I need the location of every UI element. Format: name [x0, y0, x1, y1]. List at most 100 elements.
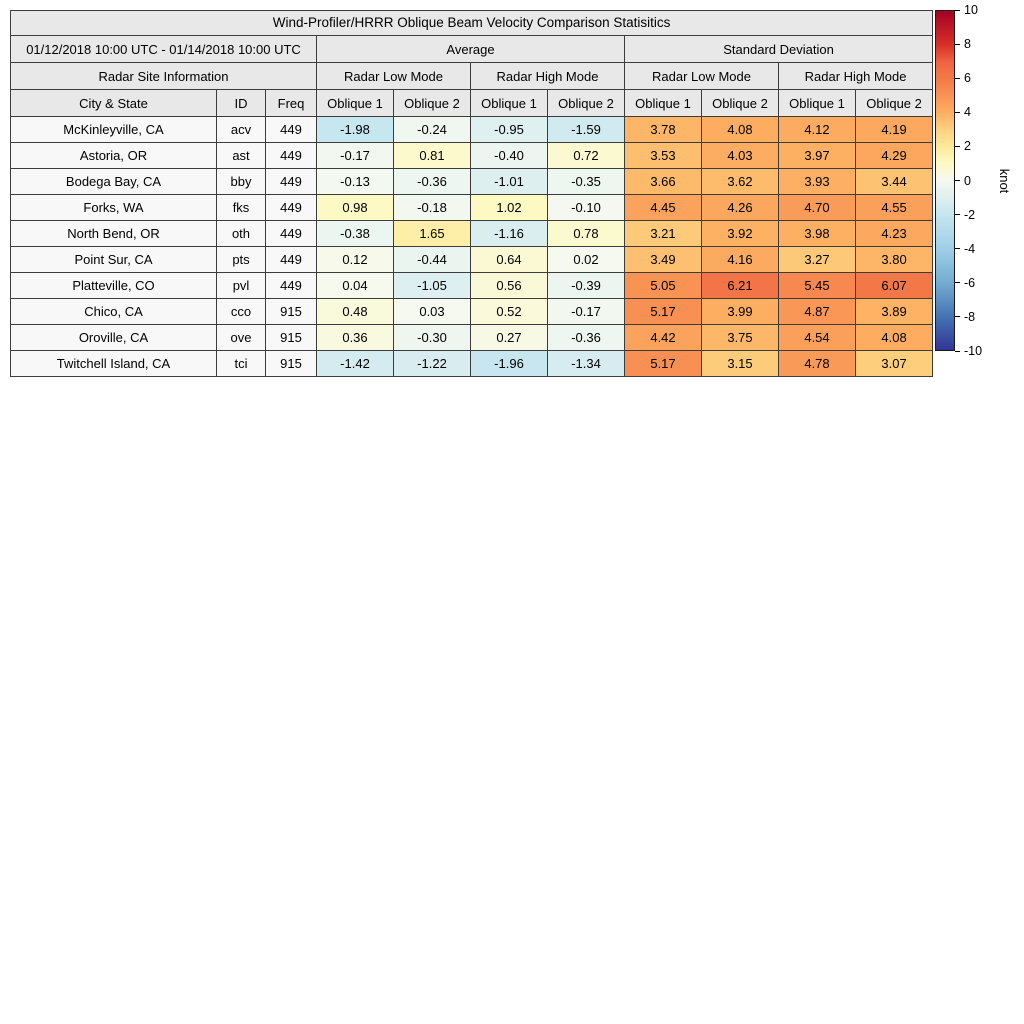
id-cell: tci — [216, 350, 266, 377]
value-cell: 3.15 — [701, 350, 779, 377]
freq-cell: 915 — [265, 298, 317, 325]
table-row: Astoria, OR ast 449 -0.17 0.81 -0.40 0.72 3.53 4… — [10, 142, 934, 169]
value-cell: -0.36 — [393, 168, 471, 195]
value-cell: -0.40 — [470, 142, 548, 169]
colorbar-tick-label: 10 — [964, 2, 978, 17]
value-cell: 3.62 — [701, 168, 779, 195]
colorbar-tick-label: 4 — [964, 105, 971, 120]
value-cell: 3.49 — [624, 246, 702, 273]
colorbar-tick — [955, 180, 960, 181]
colorbar-tick-label: -4 — [964, 241, 976, 256]
stats-table: Wind-Profiler/HRRR Oblique Beam Velocity… — [9, 10, 934, 377]
value-cell: -0.35 — [547, 168, 625, 195]
city-cell: North Bend, OR — [10, 220, 217, 247]
table-row: Bodega Bay, CA bby 449 -0.13 -0.36 -1.01 -0.35… — [10, 168, 934, 195]
colorbar-tick-label: -8 — [964, 309, 976, 324]
value-cell: -1.34 — [547, 350, 625, 377]
table-row: Twitchell Island, CA tci 915 -1.42 -1.22 -1.9… — [10, 350, 934, 377]
value-cell: 3.78 — [624, 116, 702, 143]
colorbar-tick — [955, 111, 960, 113]
value-cell: 0.98 — [316, 194, 394, 221]
value-cell: 1.02 — [470, 194, 548, 221]
value-cell: -1.01 — [470, 168, 548, 195]
value-cell: 0.27 — [470, 324, 548, 351]
value-cell: -0.18 — [393, 194, 471, 221]
colorbar-tick-label: -6 — [964, 275, 976, 290]
colorbar-tick — [955, 316, 960, 318]
colorbar-tick — [955, 248, 960, 250]
value-cell: 0.56 — [470, 272, 548, 299]
mode-header-std-high: Radar High Mode — [777, 62, 934, 90]
table-row: Point Sur, CA pts 449 0.12 -0.44 0.64 0.02 3.49… — [10, 246, 934, 273]
table-row: Chico, CA cco 915 0.48 0.03 0.52 -0.17 5.17 3.99… — [10, 298, 934, 325]
group-header-average: Average — [316, 35, 625, 63]
colorbar-tick — [955, 77, 960, 79]
colorbar-area: 10 8 6 4 2 0 -2 -4 -6 -8 -10 knot — [935, 4, 1024, 357]
value-cell: 4.26 — [701, 194, 779, 221]
colorbar-tick — [955, 145, 960, 147]
colorbar-tick-label: -10 — [964, 343, 983, 358]
mode-header-row: Radar Site Information Radar Low Mode Ra… — [10, 62, 934, 90]
value-cell: 3.75 — [701, 324, 779, 351]
id-cell: pvl — [216, 272, 266, 299]
value-cell: 3.66 — [624, 168, 702, 195]
value-cell: -1.16 — [470, 220, 548, 247]
value-cell: 0.81 — [393, 142, 471, 169]
value-cell: -1.42 — [316, 350, 394, 377]
value-cell: 4.23 — [854, 220, 934, 247]
colorbar-tick — [955, 9, 960, 11]
freq-cell: 449 — [265, 246, 317, 273]
city-cell: Forks, WA — [10, 194, 217, 221]
column-header: Oblique 2 — [701, 89, 779, 117]
city-cell: Astoria, OR — [10, 142, 217, 169]
mode-header-avg-low: Radar Low Mode — [316, 62, 471, 90]
value-cell: 0.64 — [470, 246, 548, 273]
table-row: McKinleyville, CA acv 449 -1.98 -0.24 -0.95 -1… — [10, 116, 934, 143]
city-cell: Oroville, CA — [10, 324, 217, 351]
column-header: Oblique 2 — [393, 89, 471, 117]
value-cell: 3.97 — [778, 142, 856, 169]
value-cell: 3.07 — [854, 350, 934, 377]
value-cell: 0.52 — [470, 298, 548, 325]
value-cell: -1.59 — [547, 116, 625, 143]
column-header: Oblique 1 — [778, 89, 856, 117]
freq-cell: 449 — [265, 194, 317, 221]
mode-header-std-low: Radar Low Mode — [624, 62, 779, 90]
city-cell: Bodega Bay, CA — [10, 168, 217, 195]
value-cell: 0.78 — [547, 220, 625, 247]
city-cell: Platteville, CO — [10, 272, 217, 299]
value-cell: 5.17 — [624, 298, 702, 325]
city-cell: Point Sur, CA — [10, 246, 217, 273]
value-cell: 5.45 — [778, 272, 856, 299]
colorbar-tick — [955, 214, 960, 216]
value-cell: -0.17 — [316, 142, 394, 169]
value-cell: -0.36 — [547, 324, 625, 351]
table-row: Platteville, CO pvl 449 0.04 -1.05 0.56 -0.39 5… — [10, 272, 934, 299]
colorbar-tick-label: 2 — [964, 139, 971, 154]
table-title: Wind-Profiler/HRRR Oblique Beam Velocity… — [9, 10, 934, 36]
column-header: Oblique 2 — [547, 89, 625, 117]
id-cell: cco — [216, 298, 266, 325]
value-cell: -1.05 — [393, 272, 471, 299]
colorbar-tick-label: 0 — [964, 173, 971, 188]
value-cell: 4.87 — [778, 298, 856, 325]
value-cell: 4.16 — [701, 246, 779, 273]
value-cell: 0.02 — [547, 246, 625, 273]
colorbar-tick-label: 6 — [964, 70, 971, 85]
value-cell: 0.36 — [316, 324, 394, 351]
value-cell: -0.24 — [393, 116, 471, 143]
colorbar-tick — [955, 282, 960, 284]
value-cell: -0.39 — [547, 272, 625, 299]
table-row: North Bend, OR oth 449 -0.38 1.65 -1.16 0.78 3.… — [10, 220, 934, 247]
value-cell: 0.12 — [316, 246, 394, 273]
id-cell: ove — [216, 324, 266, 351]
column-header-row: City & State ID Freq Oblique 1 Oblique 2 Obli… — [10, 89, 934, 117]
value-cell: 3.89 — [854, 298, 934, 325]
value-cell: 4.78 — [778, 350, 856, 377]
value-cell: 3.93 — [778, 168, 856, 195]
value-cell: 4.42 — [624, 324, 702, 351]
id-cell: acv — [216, 116, 266, 143]
column-header: Oblique 2 — [854, 89, 934, 117]
value-cell: 4.29 — [854, 142, 934, 169]
value-cell: 0.72 — [547, 142, 625, 169]
